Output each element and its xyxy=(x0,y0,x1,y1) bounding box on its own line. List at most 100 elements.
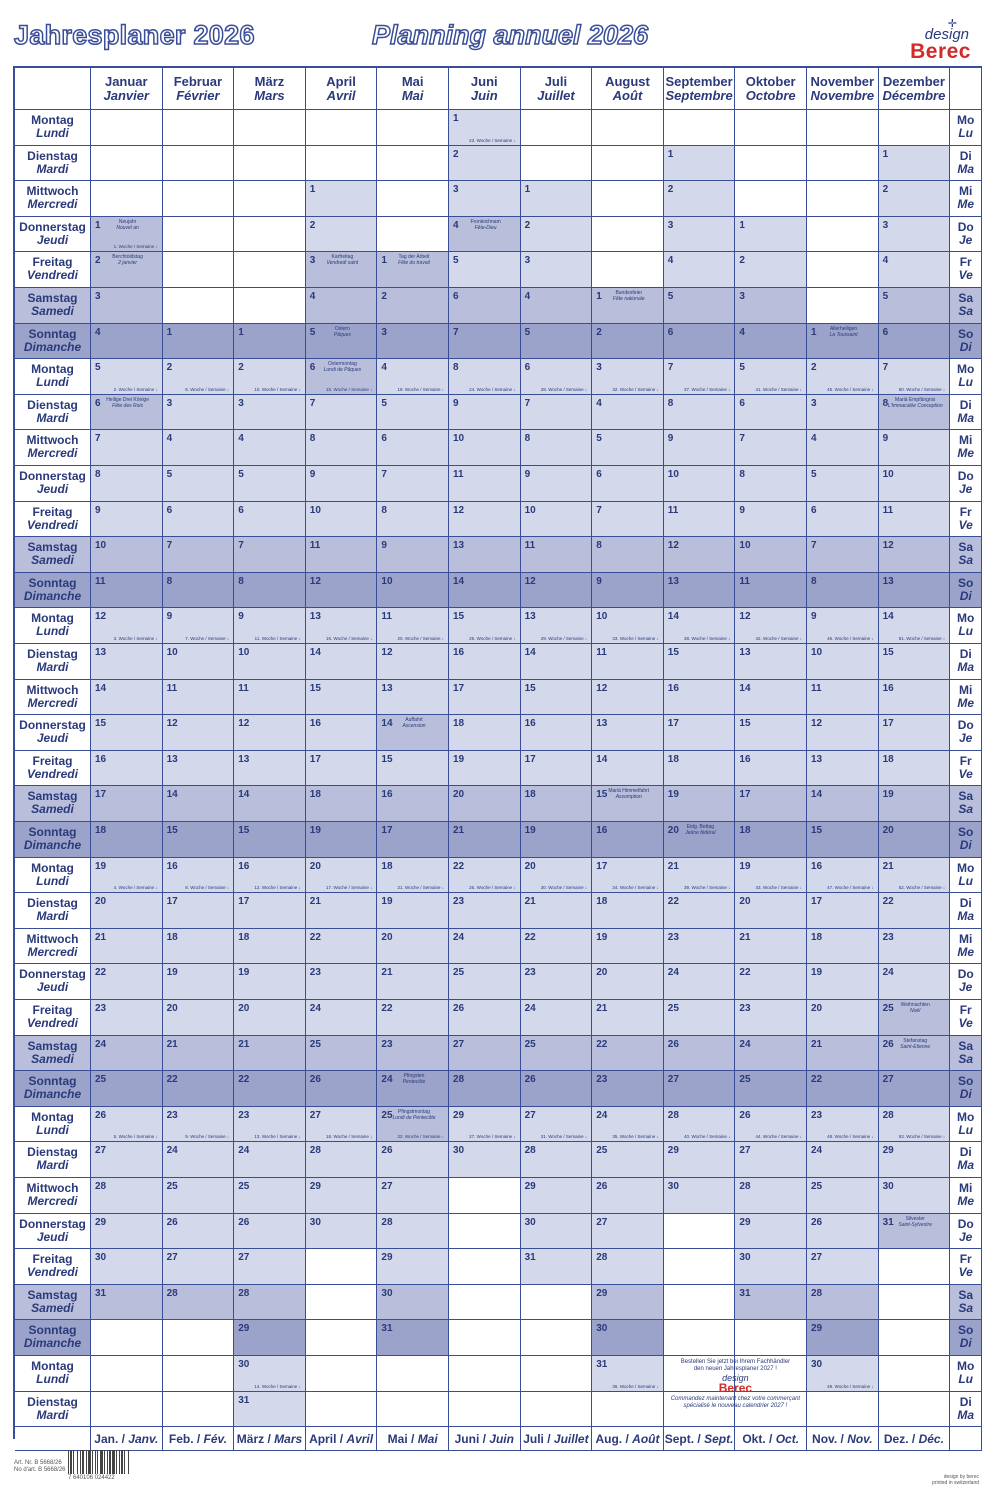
day-cell[interactable]: 11 xyxy=(807,679,879,716)
day-cell[interactable]: 2 xyxy=(305,216,378,253)
day-cell[interactable]: 6 xyxy=(663,323,736,360)
day-cell[interactable]: 7 xyxy=(449,323,521,360)
day-cell[interactable]: 10 xyxy=(878,466,951,502)
day-cell[interactable]: 30 xyxy=(305,1213,378,1250)
day-cell[interactable]: 20 xyxy=(807,1000,879,1036)
day-cell[interactable]: 5 2. Woche / Semaine ↓ xyxy=(91,359,163,395)
day-cell[interactable]: 17 xyxy=(807,893,879,929)
day-cell[interactable]: 29 xyxy=(91,1213,163,1250)
day-cell[interactable]: 14 xyxy=(234,786,306,822)
day-cell[interactable]: 19 xyxy=(663,786,736,822)
day-cell[interactable]: 2 10. Woche / Semaine ↓ xyxy=(234,359,306,395)
day-cell[interactable]: 16 8. Woche / Semaine ↓ xyxy=(162,857,235,894)
day-cell[interactable]: 4 19. Woche / Semaine ↓ xyxy=(377,359,449,395)
day-cell[interactable]: 14 38. Woche / Semaine ↓ xyxy=(663,608,736,644)
day-cell[interactable]: 8 xyxy=(735,466,807,502)
day-cell[interactable]: 30 xyxy=(878,1178,951,1214)
day-cell[interactable]: 20 xyxy=(162,1000,235,1036)
day-cell[interactable]: 27 xyxy=(234,1249,306,1285)
day-cell[interactable]: 11 xyxy=(520,537,593,573)
day-cell[interactable]: 25 xyxy=(807,1178,879,1214)
day-cell[interactable]: 16 xyxy=(91,750,163,787)
day-cell[interactable]: 2 xyxy=(663,181,736,217)
day-cell[interactable]: 15 xyxy=(305,679,378,716)
day-cell[interactable]: 24 xyxy=(91,1035,163,1072)
day-cell[interactable]: 7 xyxy=(592,501,664,538)
day-cell[interactable]: 17 xyxy=(878,715,951,751)
day-cell[interactable]: 16 47. Woche / Semaine ↓ xyxy=(807,857,879,894)
day-cell[interactable]: 4 xyxy=(878,252,951,288)
day-cell[interactable]: 11 xyxy=(162,679,235,716)
day-cell[interactable]: 17 xyxy=(735,786,807,822)
day-cell[interactable]: 28 xyxy=(234,1284,306,1321)
day-cell[interactable]: 24 xyxy=(449,928,521,965)
day-cell[interactable]: 18 xyxy=(449,715,521,751)
day-cell[interactable]: 5 xyxy=(377,394,449,431)
day-cell[interactable]: 9 xyxy=(520,466,593,502)
day-cell[interactable]: 22 xyxy=(305,928,378,965)
day-cell[interactable]: 8 xyxy=(162,572,235,609)
day-cell[interactable]: 24 xyxy=(663,964,736,1000)
day-cell[interactable]: 3 xyxy=(449,181,521,217)
day-cell[interactable]: 26 xyxy=(592,1178,664,1214)
day-cell[interactable]: 2 xyxy=(735,252,807,288)
day-cell[interactable]: 24 Pfingsten Pentecôte xyxy=(377,1071,449,1107)
day-cell[interactable]: 25 xyxy=(449,964,521,1000)
day-cell[interactable]: 11 xyxy=(878,501,951,538)
day-cell[interactable]: 4 xyxy=(663,252,736,288)
day-cell[interactable]: 13 xyxy=(234,750,306,787)
day-cell[interactable]: 20 xyxy=(878,822,951,858)
day-cell[interactable]: 12 xyxy=(234,715,306,751)
day-cell[interactable]: 11 xyxy=(592,644,664,680)
day-cell[interactable]: 17 xyxy=(377,822,449,858)
day-cell[interactable]: 27 xyxy=(91,1142,163,1178)
day-cell[interactable]: 1 xyxy=(520,181,593,217)
day-cell[interactable]: 3 Karfreitag Vendredi saint xyxy=(305,252,378,288)
day-cell[interactable]: 8 xyxy=(663,394,736,431)
day-cell[interactable]: 21 xyxy=(234,1035,306,1072)
day-cell[interactable]: 5 41. Woche / Semaine ↓ xyxy=(735,359,807,395)
day-cell[interactable]: 4 xyxy=(91,323,163,360)
day-cell[interactable]: 13 xyxy=(592,715,664,751)
day-cell[interactable]: 26 xyxy=(663,1035,736,1072)
day-cell[interactable]: 21 xyxy=(305,893,378,929)
day-cell[interactable]: 22 xyxy=(735,964,807,1000)
day-cell[interactable]: 18 21. Woche / Semaine ↓ xyxy=(377,857,449,894)
day-cell[interactable]: 15 xyxy=(162,822,235,858)
day-cell[interactable]: 23 xyxy=(449,893,521,929)
day-cell[interactable]: 20 xyxy=(377,928,449,965)
day-cell[interactable]: 26 Stefanstag Saint-Etienne xyxy=(878,1035,951,1072)
day-cell[interactable]: 17 xyxy=(305,750,378,787)
day-cell[interactable]: 30 xyxy=(663,1178,736,1214)
day-cell[interactable]: 6 xyxy=(878,323,951,360)
day-cell[interactable]: 25 xyxy=(234,1178,306,1214)
day-cell[interactable]: 28 xyxy=(449,1071,521,1107)
day-cell[interactable]: 2 45. Woche / Semaine ↓ xyxy=(807,359,879,395)
day-cell[interactable]: 27 31. Woche / Semaine ↓ xyxy=(520,1106,593,1143)
day-cell[interactable]: 27 xyxy=(449,1035,521,1072)
day-cell[interactable]: 28 xyxy=(377,1213,449,1250)
day-cell[interactable]: 14 Auffahrt Ascension xyxy=(377,715,449,751)
day-cell[interactable]: 1 xyxy=(735,216,807,253)
day-cell[interactable]: 19 xyxy=(449,750,521,787)
day-cell[interactable]: 3 xyxy=(520,252,593,288)
day-cell[interactable]: 18 xyxy=(663,750,736,787)
day-cell[interactable]: 8 Mariä Empfängnis L'Immaculée Conception xyxy=(878,394,951,431)
day-cell[interactable]: 16 xyxy=(663,679,736,716)
day-cell[interactable]: 24 xyxy=(735,1035,807,1072)
day-cell[interactable]: 31 xyxy=(91,1284,163,1321)
day-cell[interactable]: 10 xyxy=(520,501,593,538)
day-cell[interactable]: 7 xyxy=(234,537,306,573)
day-cell[interactable]: 26 xyxy=(449,1000,521,1036)
day-cell[interactable]: 1 xyxy=(663,145,736,182)
day-cell[interactable]: 1 xyxy=(162,323,235,360)
day-cell[interactable]: 25 xyxy=(663,1000,736,1036)
day-cell[interactable]: 30 49. Woche / Semaine ↓ xyxy=(807,1356,879,1392)
day-cell[interactable]: 25 xyxy=(735,1071,807,1107)
day-cell[interactable]: 12 xyxy=(520,572,593,609)
day-cell[interactable]: 19 xyxy=(377,893,449,929)
day-cell[interactable]: 13 xyxy=(162,750,235,787)
day-cell[interactable]: 25 xyxy=(162,1178,235,1214)
day-cell[interactable]: 20 30. Woche / Semaine ↓ xyxy=(520,857,593,894)
day-cell[interactable]: 6 xyxy=(735,394,807,431)
